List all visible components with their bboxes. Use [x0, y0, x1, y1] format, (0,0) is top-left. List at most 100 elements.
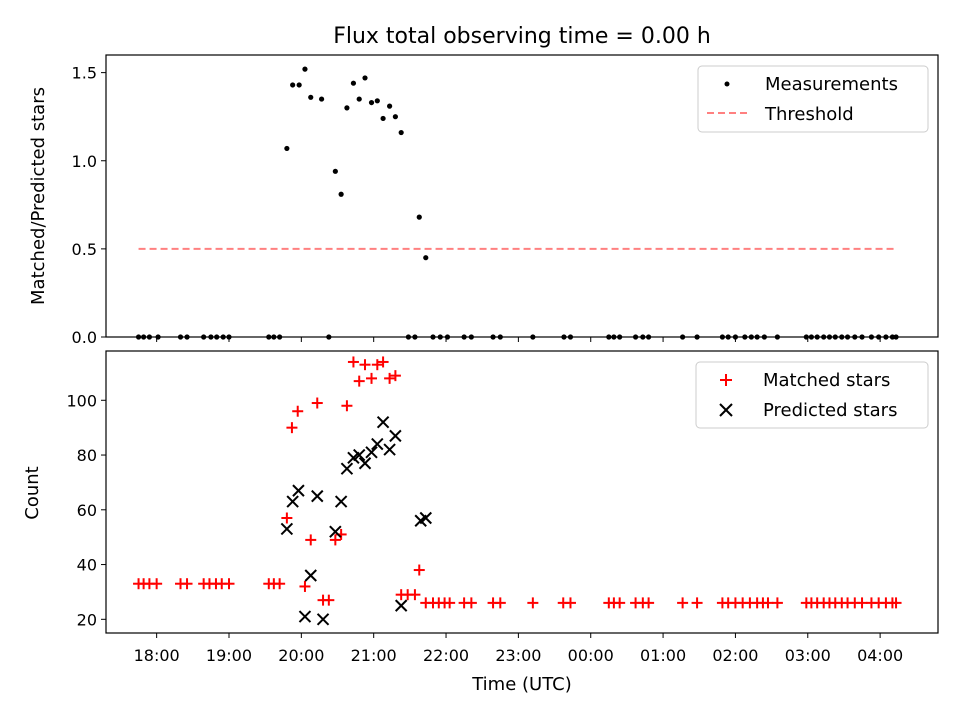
- matched-star-point: [329, 534, 341, 546]
- measurement-point: [338, 191, 344, 197]
- matched-star-point: [527, 597, 539, 609]
- matched-star-point: [389, 370, 401, 382]
- matched-star-point: [311, 397, 323, 409]
- predicted-star-point: [334, 495, 348, 508]
- predicted-star-point: [304, 569, 317, 582]
- measurement-point: [387, 103, 393, 109]
- ratio-legend-box: [697, 65, 929, 133]
- ratio-x-ticks: [156, 337, 881, 342]
- ratio-plot-frame: [105, 54, 939, 338]
- count-y-tick-label: 40: [77, 556, 97, 575]
- measurement-point: [398, 129, 404, 136]
- count-legend: Matched stars Predicted stars: [695, 361, 929, 429]
- x-tick-label: 21:00: [351, 646, 397, 665]
- count-y-axis-label: Count: [22, 466, 43, 519]
- measurement-point: [368, 99, 375, 106]
- measurement-point: [362, 75, 368, 81]
- x-tick-label: 18:00: [134, 646, 180, 665]
- legend-matched-marker: [720, 374, 732, 386]
- predicted-star-point: [316, 613, 330, 626]
- count-y-tick-label: 20: [77, 610, 97, 629]
- measurement-point: [350, 80, 357, 86]
- predicted-star-point: [376, 415, 390, 429]
- ratio-y-axis-label: Matched/Predicted stars: [28, 87, 49, 305]
- x-tick-label: 01:00: [640, 646, 686, 665]
- predicted-star-point: [311, 489, 324, 503]
- predicted-star-point: [383, 443, 396, 456]
- measurement-point: [284, 145, 290, 152]
- chart-title: Flux total observing time = 0.00 h: [333, 24, 711, 49]
- legend-measurements-marker: [724, 81, 730, 87]
- ratio-y-axis: 0.0 0.5 1.0 1.5: [72, 64, 106, 347]
- matched-star-point: [299, 580, 311, 592]
- ratio-y-tick-label: 1.5: [72, 64, 97, 83]
- x-tick-label: 00:00: [568, 646, 614, 665]
- measurement-point: [344, 105, 350, 111]
- predicted-star-point: [280, 522, 294, 536]
- predicted-star-point: [371, 437, 384, 451]
- matched-star-point: [890, 597, 902, 609]
- measurement-point: [374, 98, 380, 104]
- x-tick-label: 03:00: [785, 646, 831, 665]
- matched-star-point: [347, 356, 359, 368]
- predicted-star-point: [389, 429, 402, 443]
- predicted-star-point: [340, 462, 354, 475]
- measurement-point: [332, 168, 338, 174]
- matched-star-point: [151, 578, 163, 590]
- measurement-point: [318, 96, 325, 102]
- x-tick-label: 02:00: [712, 646, 758, 665]
- matched-star-point: [281, 512, 293, 524]
- legend-threshold-label: Threshold: [764, 104, 854, 125]
- x-tick-label: 19:00: [206, 646, 252, 665]
- matched-star-point: [371, 359, 383, 371]
- count-legend-box: [695, 361, 929, 429]
- measurement-point: [296, 82, 302, 88]
- matched-star-point: [691, 597, 703, 609]
- measurement-point: [290, 82, 296, 88]
- matched-star-point: [366, 372, 378, 384]
- count-plot-frame: [105, 350, 939, 634]
- matched-star-point: [274, 578, 286, 590]
- matched-star-point: [384, 372, 396, 384]
- matched-star-point: [409, 589, 421, 601]
- matched-star-point: [614, 597, 626, 609]
- matched-star-point: [444, 597, 456, 609]
- matched-star-point: [305, 534, 317, 546]
- legend-matched-label: Matched stars: [763, 370, 890, 391]
- matched-star-point: [223, 578, 235, 590]
- matched-star-point: [762, 597, 774, 609]
- measurement-point: [308, 94, 314, 100]
- predicted-star-point: [286, 495, 299, 508]
- count-y-tick-label: 100: [66, 391, 97, 410]
- predicted-star-point: [394, 599, 408, 612]
- measurement-point: [302, 66, 308, 72]
- x-tick-label: 20:00: [278, 646, 324, 665]
- predicted-star-point: [353, 448, 366, 462]
- matched-star-point: [341, 400, 353, 412]
- measurement-point: [392, 114, 398, 120]
- count-x-axis: 18:00 19:00 20:00 21:00 22:00 23:00 00:00 01:00…: [134, 633, 903, 665]
- predicted-star-point: [358, 457, 372, 470]
- matched-star-point: [323, 594, 335, 606]
- matched-star-point: [465, 597, 477, 609]
- count-y-axis: 20 40 60 80 100: [66, 391, 106, 629]
- legend-predicted-marker: [719, 403, 733, 417]
- matched-star-point: [643, 597, 655, 609]
- predicted-star-point: [365, 446, 378, 459]
- legend-predicted-label: Predicted stars: [763, 400, 897, 421]
- ratio-legend: Measurements Threshold: [697, 65, 929, 133]
- x-tick-label: 04:00: [857, 646, 903, 665]
- matched-star-point: [181, 578, 193, 590]
- predicted-star-point: [329, 525, 342, 538]
- matched-star-point: [771, 597, 783, 609]
- matched-star-point: [413, 564, 425, 576]
- matched-star-point: [677, 597, 689, 609]
- matched-star-point: [377, 356, 389, 368]
- ratio-y-tick-label: 0.5: [72, 240, 97, 259]
- count-plot-area: [133, 356, 902, 626]
- x-tick-label: 22:00: [423, 646, 469, 665]
- measurement-point: [423, 255, 429, 261]
- predicted-star-point: [292, 484, 305, 497]
- x-tick-label: 23:00: [495, 646, 541, 665]
- matched-star-point: [353, 375, 365, 387]
